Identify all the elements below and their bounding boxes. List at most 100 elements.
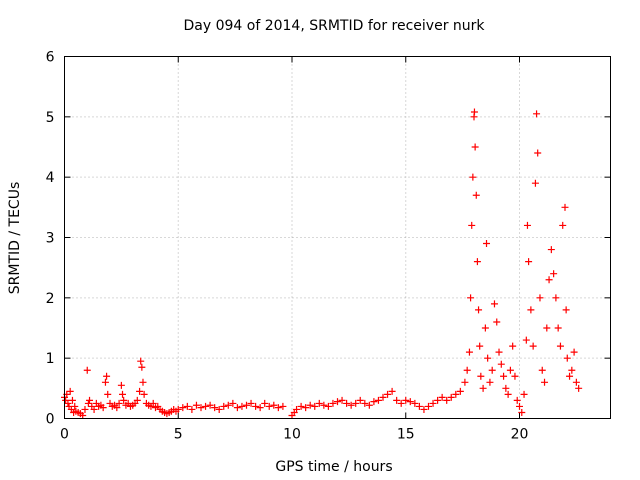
data-point [90,405,98,413]
x-tick-label: 5 [174,427,183,443]
data-point [550,270,558,278]
data-point [509,342,517,350]
data-point [406,398,414,406]
data-point [252,402,260,410]
data-point [379,393,387,401]
data-point [103,372,111,380]
data-point [476,342,484,350]
data-point [488,366,496,374]
data-point [566,372,574,380]
data-point [472,191,480,199]
data-point [523,221,531,229]
data-point [84,399,92,407]
data-point [463,366,471,374]
data-point [575,384,583,392]
data-point [356,396,364,404]
data-point [500,372,508,380]
data-point [572,378,580,386]
data-point [563,354,571,362]
data-point [495,348,503,356]
data-point [188,405,196,413]
data-point [374,396,382,404]
data-point [547,246,555,254]
data-point [261,399,269,407]
data-point [461,378,469,386]
data-point [456,387,464,395]
data-point [149,399,157,407]
data-point [443,396,451,404]
data-point [347,401,355,409]
data-point [467,294,475,302]
data-point [402,396,410,404]
data-point [468,221,476,229]
data-point [481,324,489,332]
plot-area-frame [64,56,611,419]
data-point [279,402,287,410]
data-point [64,399,72,407]
data-point [306,401,314,409]
data-point [361,399,369,407]
x-tick-label: 15 [397,427,415,443]
data-point [562,306,570,314]
data-point [522,336,530,344]
y-tick-label: 6 [46,50,55,66]
data-point [483,240,491,248]
data-point [384,390,392,398]
data-point [220,402,228,410]
data-point [475,306,483,314]
data-points [61,108,583,419]
data-point [265,402,273,410]
data-point [297,402,305,410]
data-point [434,396,442,404]
data-point [140,390,148,398]
data-point [497,360,505,368]
data-point [183,402,191,410]
data-point [534,149,542,157]
data-point [397,399,405,407]
data-point [513,396,521,404]
data-point [329,399,337,407]
data-point [139,378,147,386]
data-point [452,390,460,398]
data-point [197,404,205,412]
y-axis-label: SRMTID / TECUs [7,182,23,295]
data-point [411,399,419,407]
data-point [529,342,537,350]
data-point [469,173,477,181]
data-point [136,387,144,395]
data-point [559,221,567,229]
data-point [137,357,145,365]
data-point [415,402,423,410]
x-tick-label: 0 [60,427,69,443]
data-point [511,372,519,380]
data-point [570,348,578,356]
data-point [438,393,446,401]
data-point [543,324,551,332]
data-point [370,398,378,406]
data-point [302,404,310,412]
data-point [71,402,79,410]
data-point [545,276,553,284]
data-point [274,404,282,412]
data-point [256,404,264,412]
data-point [465,348,473,356]
data-point [192,401,200,409]
data-point [233,404,241,412]
data-point [133,396,141,404]
data-point [533,110,541,118]
data-point [115,399,123,407]
data-point [484,354,492,362]
data-point [552,294,560,302]
tick-labels: 0 5 10 15 20 0 1 2 3 4 5 6 [46,50,529,443]
data-point [502,384,510,392]
data-point [293,405,301,413]
data-point [68,396,76,404]
data-point [320,401,328,409]
data-point [86,396,94,404]
data-point [206,401,214,409]
data-point [211,404,219,412]
data-point [174,405,182,413]
data-point [202,402,210,410]
data-point [238,402,246,410]
